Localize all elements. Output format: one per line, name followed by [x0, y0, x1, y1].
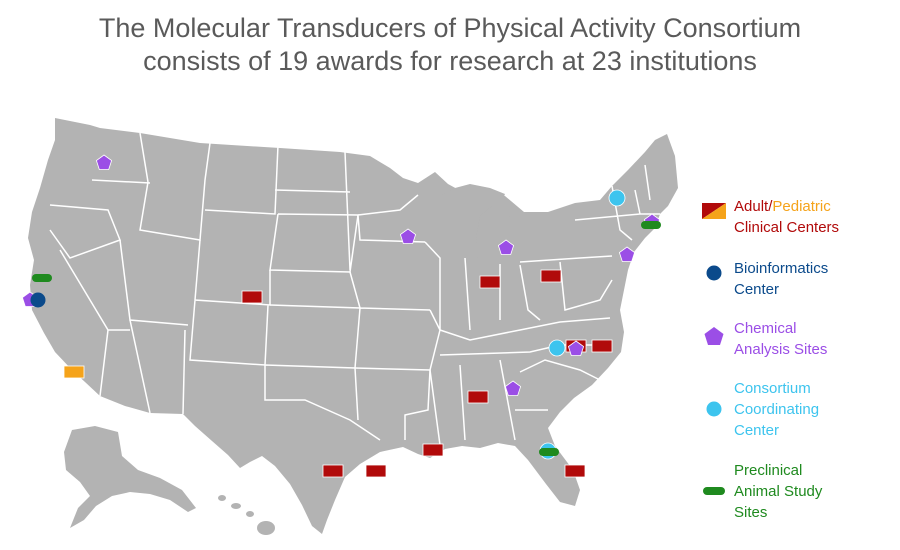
- legend-adult-label: Adult: [734, 198, 769, 215]
- legend-separator: /: [768, 198, 773, 215]
- pediatric-clinical-marker: [63, 365, 85, 379]
- bioinformatics-marker: [30, 292, 46, 308]
- legend-coordinating-line1: Consortium: [734, 380, 811, 397]
- legend-preclinical-line2: Animal Study: [734, 483, 823, 500]
- pentagon-icon: [704, 327, 724, 345]
- legend-clinical-line2: Clinical Centers: [734, 219, 840, 236]
- title-line-2: consists of 19 awards for research at 23…: [143, 46, 757, 76]
- circle-icon: [706, 401, 722, 417]
- preclinical-markers: [32, 221, 661, 456]
- legend-label-chemical: Chemical Analysis Sites: [734, 318, 827, 360]
- legend-item-coordinating: Consortium Coordinating Center: [702, 378, 882, 442]
- legend-pediatric-label: Pediatric: [772, 198, 831, 215]
- contiguous-us-shape: [28, 118, 678, 534]
- legend-item-bioinformatics: Bioinformatics Center: [702, 258, 882, 302]
- legend-coordinating-line2: Coordinating: [734, 401, 820, 418]
- legend-bioinformatics-line1: Bioinformatics: [734, 260, 829, 277]
- legend-item-clinical: Adult/Pediatric Clinical Centers: [702, 196, 882, 240]
- legend-item-preclinical: Preclinical Animal Study Sites: [702, 460, 882, 524]
- legend-preclinical-line1: Preclinical: [734, 462, 803, 479]
- title-line-1: The Molecular Transducers of Physical Ac…: [98, 13, 802, 43]
- legend-coordinating-line3: Center: [734, 422, 780, 439]
- split-rectangle-icon: [702, 203, 726, 219]
- circle-icon: [706, 265, 722, 281]
- legend-clinical-line1: Adult/Pediatric: [734, 196, 839, 217]
- legend-preclinical-line3: Sites: [734, 504, 768, 521]
- legend-bioinformatics-line2: Center: [734, 281, 780, 298]
- legend-item-chemical: Chemical Analysis Sites: [702, 318, 882, 362]
- legend-label-coordinating: Consortium Coordinating Center: [734, 378, 819, 441]
- legend-chemical-line2: Analysis Sites: [734, 341, 828, 358]
- legend-label-bioinformatics: Bioinformatics Center: [734, 258, 828, 300]
- pill-icon: [703, 487, 725, 495]
- michigan-shape: [440, 184, 516, 266]
- page-title: The Molecular Transducers of Physical Ac…: [0, 12, 900, 78]
- legend-chemical-line1: Chemical: [734, 320, 797, 337]
- alaska-shape: [64, 426, 196, 528]
- legend-label-clinical: Adult/Pediatric Clinical Centers: [734, 196, 839, 238]
- legend-label-preclinical: Preclinical Animal Study Sites: [734, 460, 822, 523]
- hawaii-shape: [218, 495, 275, 535]
- state-borders: [49, 132, 660, 446]
